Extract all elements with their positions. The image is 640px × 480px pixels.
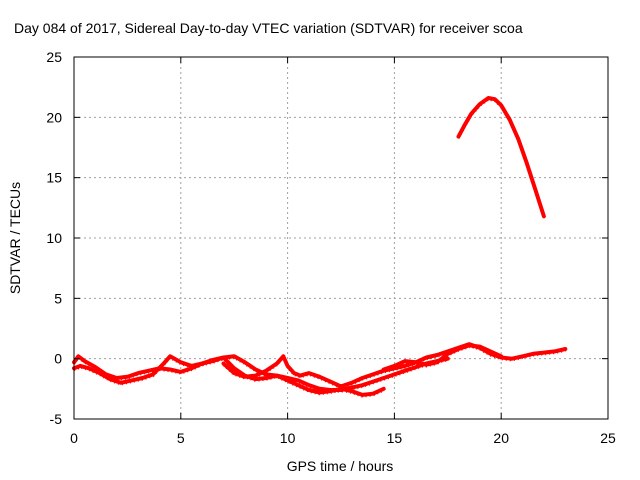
series-line-track-5 [456,96,546,219]
axes: 0 5 10 15 20 25 -5 0 5 10 15 20 25 [46,49,616,446]
series-jitter-track-4 [383,345,502,373]
grid [74,57,608,419]
y-tick-label: 5 [54,290,62,306]
y-tick-label: -5 [50,411,63,427]
x-tick-label: 20 [493,430,509,446]
series-line-track-2 [72,354,386,397]
y-tick-label: 25 [46,49,62,65]
x-tick-label: 25 [600,430,616,446]
x-tick-label: 0 [70,430,78,446]
y-tick-label: 15 [46,170,62,186]
y-axis-label: SDTVAR / TECUs [7,182,23,294]
data-series [72,96,568,398]
y-tick-label: 0 [54,351,62,367]
series-jitter-track-5 [457,98,546,219]
x-tick-label: 15 [387,430,403,446]
chart-title: Day 084 of 2017, Sidereal Day-to-day VTE… [14,20,523,36]
series-line-track-4 [381,343,504,372]
series-line-track-1 [72,354,450,392]
y-tick-label: 10 [46,230,62,246]
x-axis-label: GPS time / hours [287,458,394,474]
y-tick-label: 20 [46,109,62,125]
x-tick-label: 10 [280,430,296,446]
x-tick-label: 5 [177,430,185,446]
